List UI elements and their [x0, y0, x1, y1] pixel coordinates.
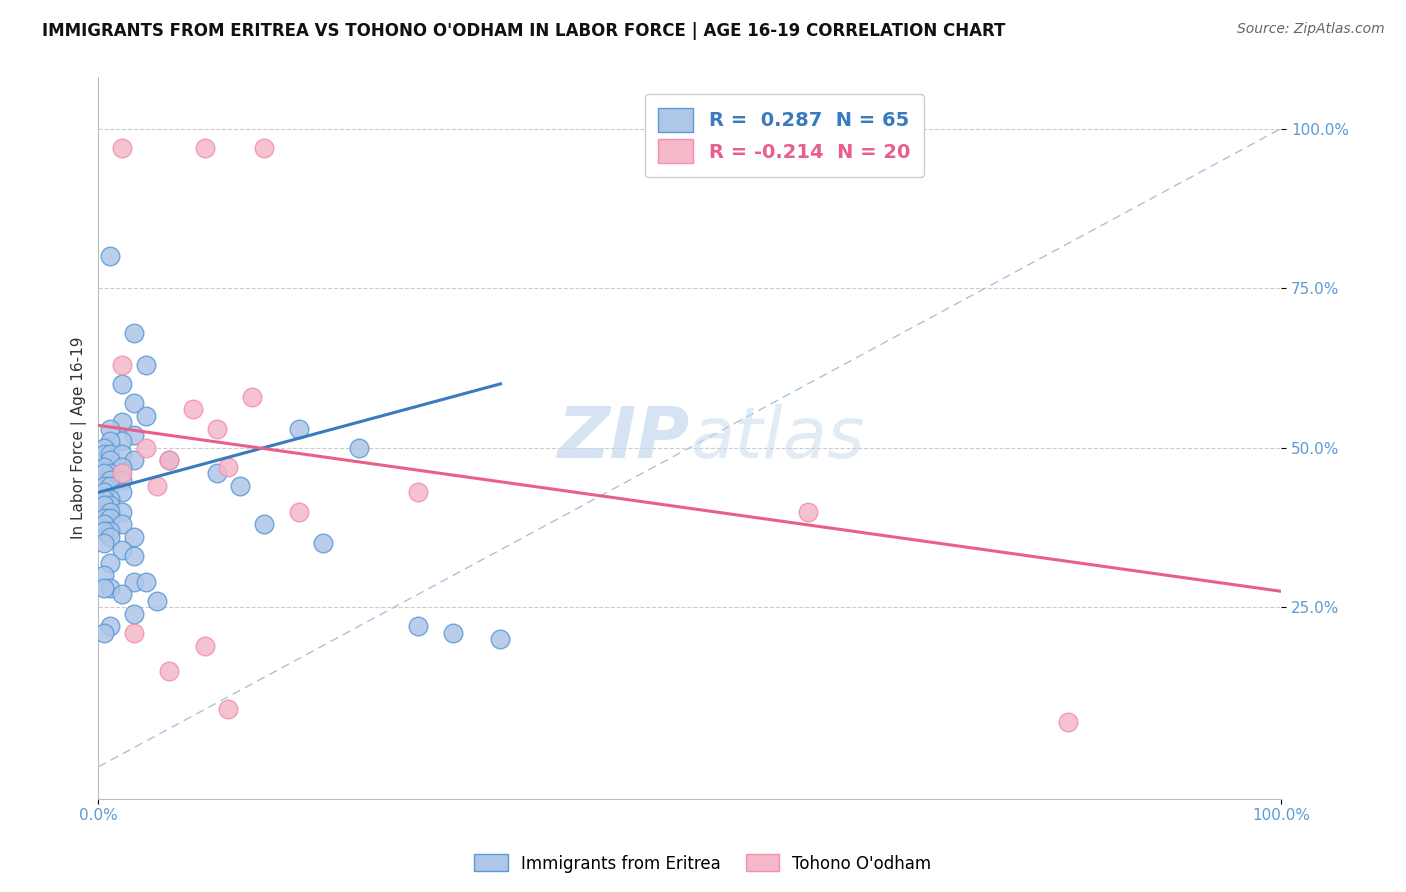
Point	[288, 421, 311, 435]
Point	[93, 491, 115, 506]
Point	[288, 504, 311, 518]
Point	[194, 639, 217, 653]
Point	[489, 632, 512, 647]
Point	[240, 390, 263, 404]
Point	[93, 447, 115, 461]
Point	[157, 453, 180, 467]
Point	[229, 479, 252, 493]
Point	[98, 511, 121, 525]
Point	[98, 524, 121, 538]
Point	[93, 498, 115, 512]
Point	[111, 376, 134, 391]
Point	[122, 549, 145, 564]
Point	[93, 459, 115, 474]
Point	[157, 664, 180, 678]
Point	[98, 530, 121, 544]
Point	[205, 421, 228, 435]
Point	[217, 702, 239, 716]
Point	[122, 326, 145, 340]
Point	[253, 517, 276, 532]
Point	[111, 459, 134, 474]
Point	[122, 625, 145, 640]
Point	[347, 441, 370, 455]
Point	[157, 453, 180, 467]
Point	[93, 581, 115, 595]
Point	[98, 473, 121, 487]
Point	[98, 447, 121, 461]
Point	[111, 587, 134, 601]
Y-axis label: In Labor Force | Age 16-19: In Labor Force | Age 16-19	[72, 337, 87, 540]
Point	[98, 498, 121, 512]
Point	[111, 434, 134, 449]
Point	[98, 421, 121, 435]
Point	[205, 467, 228, 481]
Point	[98, 434, 121, 449]
Point	[93, 467, 115, 481]
Point	[98, 581, 121, 595]
Point	[122, 607, 145, 621]
Legend: Immigrants from Eritrea, Tohono O'odham: Immigrants from Eritrea, Tohono O'odham	[468, 847, 938, 880]
Point	[146, 479, 169, 493]
Point	[1057, 715, 1080, 730]
Point	[98, 619, 121, 633]
Point	[146, 594, 169, 608]
Point	[406, 619, 429, 633]
Text: ZIP: ZIP	[557, 403, 690, 473]
Point	[135, 358, 157, 372]
Point	[98, 479, 121, 493]
Point	[93, 517, 115, 532]
Text: IMMIGRANTS FROM ERITREA VS TOHONO O'ODHAM IN LABOR FORCE | AGE 16-19 CORRELATION: IMMIGRANTS FROM ERITREA VS TOHONO O'ODHA…	[42, 22, 1005, 40]
Point	[98, 453, 121, 467]
Point	[93, 536, 115, 550]
Point	[111, 467, 134, 481]
Point	[441, 625, 464, 640]
Point	[93, 479, 115, 493]
Point	[135, 574, 157, 589]
Point	[93, 524, 115, 538]
Point	[93, 441, 115, 455]
Point	[111, 473, 134, 487]
Point	[312, 536, 335, 550]
Legend: R =  0.287  N = 65, R = -0.214  N = 20: R = 0.287 N = 65, R = -0.214 N = 20	[645, 95, 924, 177]
Point	[111, 141, 134, 155]
Point	[93, 511, 115, 525]
Point	[122, 574, 145, 589]
Point	[93, 485, 115, 500]
Point	[111, 415, 134, 429]
Point	[111, 517, 134, 532]
Point	[194, 141, 217, 155]
Point	[122, 453, 145, 467]
Point	[98, 249, 121, 263]
Text: atlas: atlas	[690, 403, 865, 473]
Point	[217, 459, 239, 474]
Point	[135, 441, 157, 455]
Point	[111, 504, 134, 518]
Point	[111, 447, 134, 461]
Point	[111, 358, 134, 372]
Point	[253, 141, 276, 155]
Point	[122, 530, 145, 544]
Point	[797, 504, 820, 518]
Point	[98, 504, 121, 518]
Point	[406, 485, 429, 500]
Point	[181, 402, 204, 417]
Point	[93, 568, 115, 582]
Point	[111, 485, 134, 500]
Point	[98, 467, 121, 481]
Point	[122, 396, 145, 410]
Point	[98, 491, 121, 506]
Point	[98, 556, 121, 570]
Text: Source: ZipAtlas.com: Source: ZipAtlas.com	[1237, 22, 1385, 37]
Point	[111, 542, 134, 557]
Point	[93, 625, 115, 640]
Point	[135, 409, 157, 423]
Point	[122, 428, 145, 442]
